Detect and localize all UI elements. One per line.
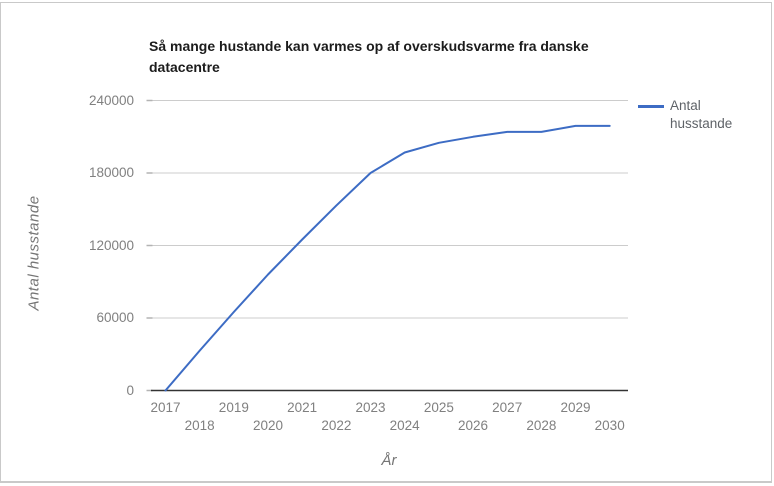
x-tick-label: 2027 [492, 400, 523, 415]
x-tick-label: 2030 [594, 418, 625, 433]
y-tick-label: 120000 [88, 237, 134, 253]
x-tick-label: 2029 [560, 400, 591, 415]
x-tick-label: 2018 [184, 418, 215, 433]
y-tick-label: 180000 [88, 165, 134, 180]
y-tick-label: 240000 [88, 92, 134, 108]
x-tick-label: 2025 [423, 400, 454, 415]
y-tick-label: 60000 [96, 310, 134, 325]
x-tick-label: 2028 [526, 418, 557, 433]
y-tick-label: 0 [126, 382, 134, 398]
legend-item[interactable]: Antal husstande [638, 97, 748, 133]
x-tick-label: 2021 [287, 400, 318, 415]
legend-label: Antal husstande [670, 98, 733, 131]
x-tick-label: 2020 [252, 418, 284, 433]
x-tick-label: 2019 [218, 400, 249, 415]
x-tick-label: 2017 [150, 400, 181, 415]
x-axis-title: År [381, 452, 397, 469]
x-tick-label: 2026 [457, 418, 489, 433]
x-tick-label: 2024 [389, 418, 420, 433]
legend-line-swatch [638, 105, 664, 108]
x-tick-label: 2023 [355, 400, 386, 415]
x-tick-label: 2022 [321, 418, 352, 433]
plot-area[interactable] [1, 3, 774, 486]
series-line[interactable] [164, 124, 611, 392]
chart-title: Så mange hustande kan varmes op af overs… [149, 38, 589, 75]
